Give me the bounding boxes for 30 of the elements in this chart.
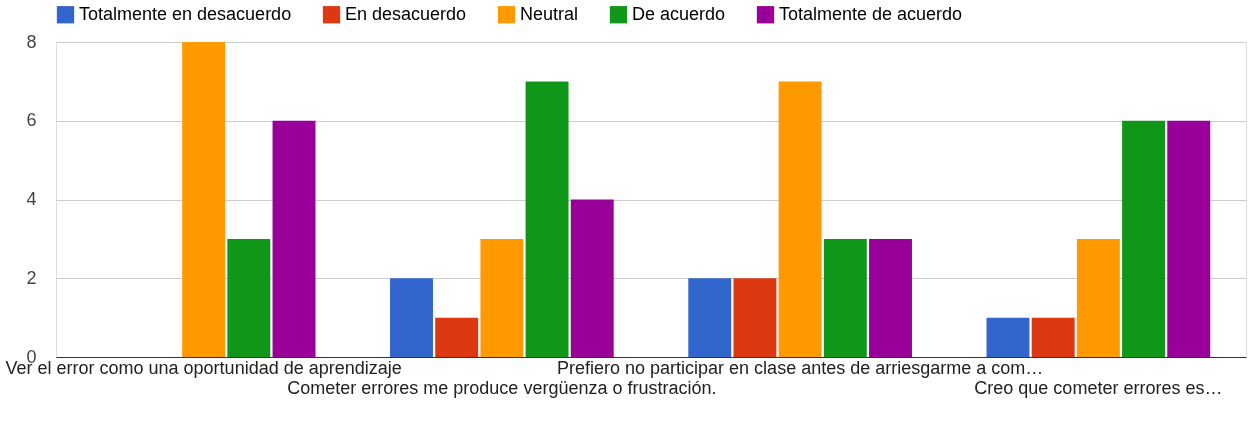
legend-label: Totalmente en desacuerdo — [79, 3, 292, 24]
legend-label: En desacuerdo — [345, 3, 467, 24]
legend-label: De acuerdo — [632, 3, 726, 24]
bar — [525, 81, 569, 357]
bar — [480, 238, 524, 357]
bar — [570, 199, 614, 357]
bar — [1031, 317, 1075, 357]
bar — [182, 42, 226, 357]
bar — [1122, 120, 1166, 357]
bar — [986, 317, 1030, 357]
y-tick-label: 6 — [26, 110, 37, 131]
bar — [227, 238, 271, 357]
x-tick-label: Prefiero no participar en clase antes de arriesgarme a com… — [557, 357, 1044, 378]
x-tick-label: Cometer errores me produce vergüenza o frustración. — [287, 377, 717, 398]
bar — [1076, 238, 1120, 357]
bar — [869, 238, 912, 357]
bar — [435, 317, 479, 357]
y-tick-label: 4 — [26, 189, 37, 209]
bar — [390, 278, 433, 357]
y-tick-label: 2 — [26, 267, 37, 288]
bar — [1167, 120, 1211, 357]
bar — [778, 81, 822, 357]
legend-label: Totalmente de acuerdo — [779, 3, 963, 24]
y-tick-label: 8 — [26, 31, 37, 52]
bar — [733, 278, 777, 357]
bar — [823, 238, 867, 357]
bar — [272, 120, 316, 357]
legend-label: Neutral — [520, 3, 579, 24]
bar — [688, 278, 732, 357]
x-tick-label: Creo que cometer errores es… — [974, 377, 1223, 398]
